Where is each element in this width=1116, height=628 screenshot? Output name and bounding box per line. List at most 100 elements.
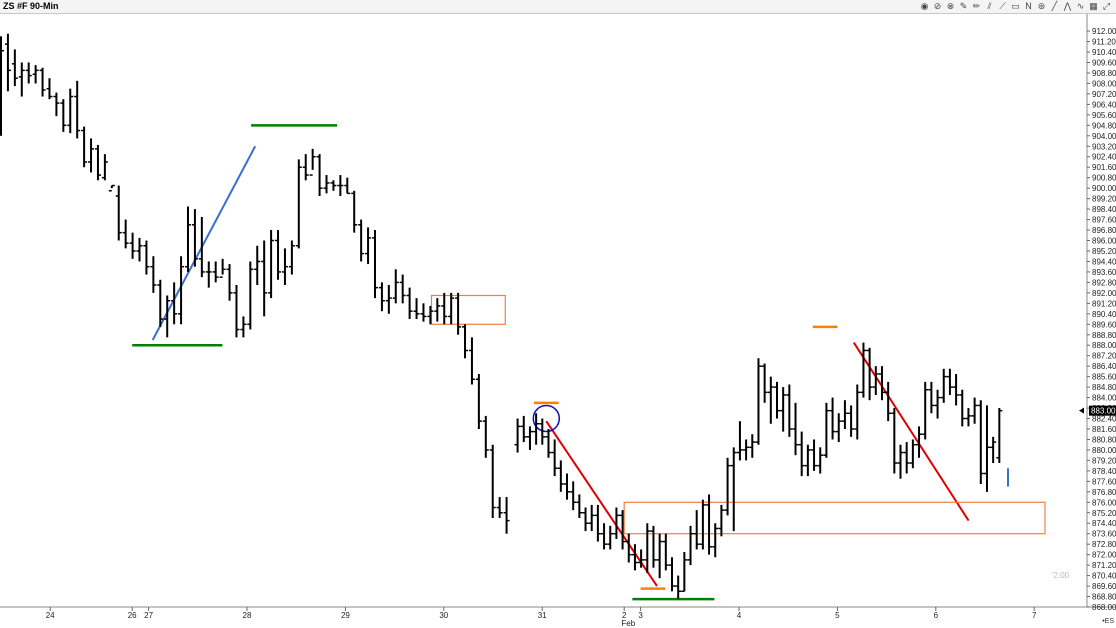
expand-icon[interactable]: ⤢	[1102, 1, 1111, 11]
x-tick-label: 5	[835, 611, 840, 620]
y-tick-label: 869.60	[1092, 582, 1116, 591]
trend-line	[151, 145, 257, 341]
ohlc-bar	[804, 444, 811, 477]
diagonal-lines-icon[interactable]: ⟋	[999, 1, 1006, 11]
ohlc-bar	[0, 36, 4, 136]
ohlc-bar	[576, 494, 583, 518]
ohlc-bar	[25, 62, 32, 84]
ohlc-bar	[122, 219, 129, 249]
n-pattern-icon[interactable]: N	[1025, 1, 1032, 11]
y-tick-label: 881.60	[1092, 425, 1116, 434]
ohlc-bar	[520, 415, 527, 443]
zigzag-icon[interactable]: ⋀	[1063, 1, 1072, 11]
ohlc-bar	[681, 552, 688, 593]
ruler-icon[interactable]: ✎	[959, 1, 968, 11]
ohlc-bar	[712, 523, 719, 558]
y-tick-label: 886.40	[1092, 362, 1116, 371]
y-tick-label: 907.20	[1092, 90, 1116, 99]
ohlc-bar	[413, 298, 420, 320]
x-tick-label: 2	[622, 611, 627, 620]
rectangle-icon[interactable]: ▭	[1011, 1, 1020, 11]
ohlc-bar	[136, 237, 143, 262]
ohlc-bar	[644, 523, 651, 573]
cross-circle-icon[interactable]: ⊛	[1037, 1, 1046, 11]
y-tick-label: 898.40	[1092, 205, 1116, 214]
circle-marker	[532, 404, 561, 433]
x-tick-label: 7	[1032, 611, 1037, 620]
ohlc-bar	[656, 533, 663, 579]
ohlc-bar	[371, 230, 378, 299]
ohlc-bar	[344, 177, 351, 195]
y-tick-label: 911.20	[1092, 38, 1116, 47]
ohlc-bar	[434, 298, 441, 322]
y-tick-label: 895.20	[1092, 247, 1116, 256]
last-price-arrow	[1079, 407, 1084, 414]
ohlc-bar	[275, 230, 282, 280]
ohlc-bar	[866, 347, 873, 401]
ohlc-bar	[18, 62, 25, 97]
y-tick-label: 884.80	[1092, 383, 1116, 392]
wave-icon[interactable]: ∿	[1076, 1, 1085, 11]
y-tick-label: 894.40	[1092, 257, 1116, 266]
ohlc-bar	[773, 381, 780, 419]
ohlc-bars	[0, 33, 1003, 600]
ohlc-bar	[638, 549, 645, 568]
y-tick-label: 891.20	[1092, 299, 1116, 308]
ohlc-bar	[526, 426, 533, 450]
ohlc-bar	[817, 447, 824, 474]
y-tick-label: 909.60	[1092, 59, 1116, 68]
y-tick-label: 882.40	[1092, 415, 1116, 424]
ohlc-bar	[607, 525, 614, 550]
y-tick-label: 876.00	[1092, 498, 1116, 507]
ohlc-bar	[441, 292, 448, 325]
ohlc-bar	[631, 544, 638, 571]
y-tick-label: 896.00	[1092, 237, 1116, 246]
ohlc-bar	[108, 184, 115, 192]
trend-line-icon[interactable]: ╱	[1051, 1, 1058, 11]
ohlc-bar	[198, 216, 205, 278]
y-tick-label: 897.60	[1092, 216, 1116, 225]
no-entry-icon[interactable]: ⊘	[933, 1, 942, 11]
ohlc-bar	[916, 426, 923, 458]
ohlc-bar	[539, 418, 546, 445]
ohlc-bar	[462, 324, 469, 359]
grid-icon[interactable]: ▦	[1089, 1, 1098, 11]
ohlc-bar	[39, 67, 46, 97]
ohlc-bar	[551, 439, 558, 477]
y-tick-label: 888.80	[1092, 331, 1116, 340]
y-tick-label: 868.00	[1092, 603, 1116, 612]
ohlc-bar	[724, 457, 731, 516]
ohlc-bar	[971, 397, 978, 424]
ohlc-bar	[557, 460, 564, 492]
ohlc-bar	[129, 232, 136, 259]
y-tick-label: 872.00	[1092, 551, 1116, 560]
x-tick-label: Feb	[621, 619, 635, 628]
y-tick-label: 874.40	[1092, 519, 1116, 528]
circle-target-icon[interactable]: ⊗	[946, 1, 955, 11]
y-tick-label: 901.60	[1092, 163, 1116, 172]
ohlc-bar	[959, 389, 966, 427]
ohlc-bar	[399, 274, 406, 304]
ohlc-bar	[94, 144, 101, 181]
globe-icon[interactable]: ◉	[920, 1, 929, 11]
x-tick-label: 29	[341, 611, 350, 620]
ohlc-bar	[687, 525, 694, 566]
ohlc-bar	[81, 126, 88, 168]
pencil-icon[interactable]: ✏	[972, 1, 981, 11]
y-tick-label: 872.80	[1092, 540, 1116, 549]
ohlc-bar	[650, 525, 657, 568]
zone-rectangle	[623, 501, 1046, 535]
ohlc-bar	[533, 413, 540, 445]
y-tick-label: 880.80	[1092, 435, 1116, 444]
ohlc-bar	[996, 408, 1003, 464]
ohlc-bar	[743, 439, 750, 461]
ohlc-bar	[625, 533, 632, 563]
x-tick-label: 27	[144, 611, 153, 620]
parallel-lines-icon[interactable]: ⫽	[987, 1, 992, 11]
y-tick-label: 871.20	[1092, 561, 1116, 570]
y-tick-label: 902.40	[1092, 153, 1116, 162]
x-tick-label: 28	[243, 611, 252, 620]
